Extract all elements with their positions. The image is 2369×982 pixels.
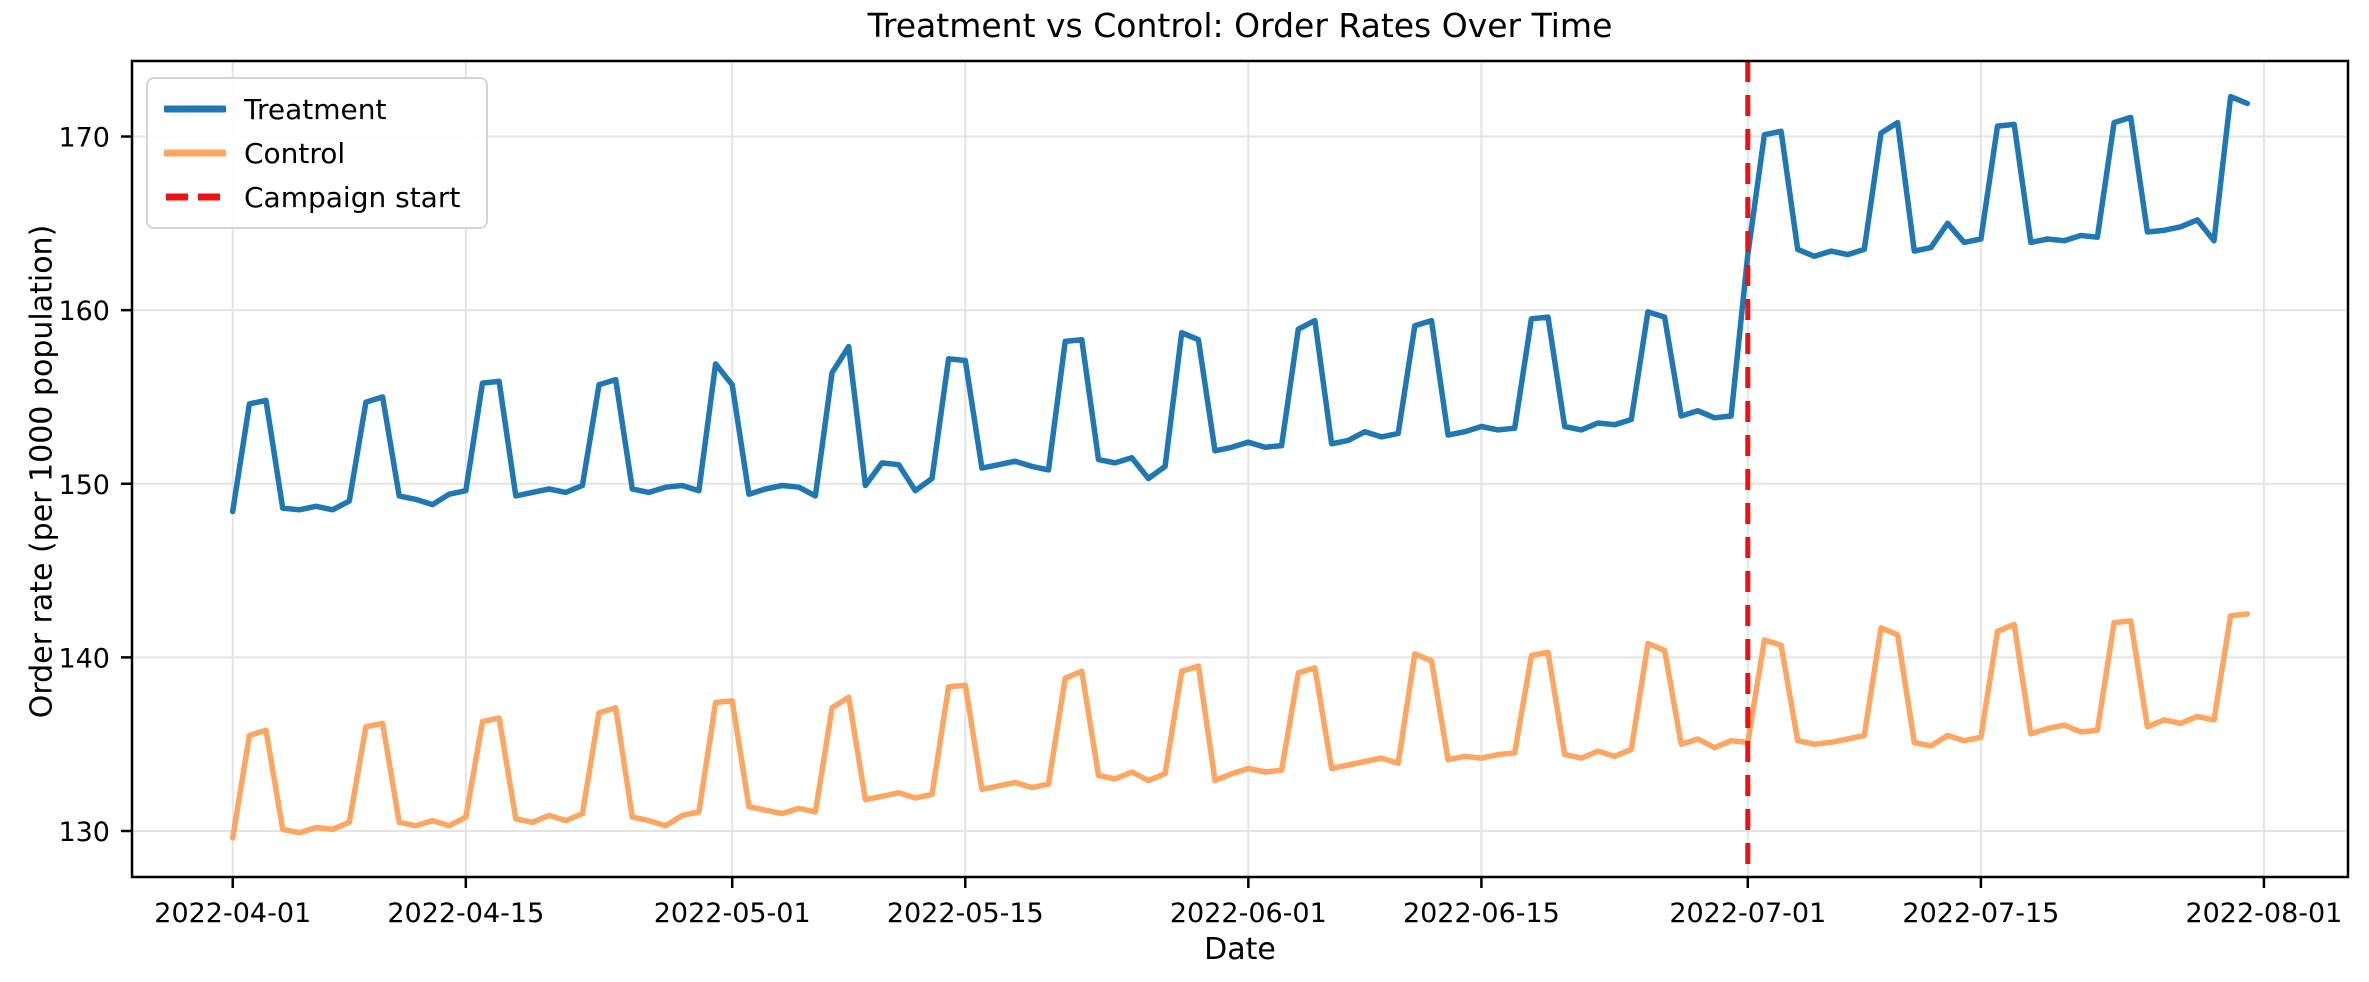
treatment-line <box>229 93 2251 515</box>
control-line <box>229 611 2251 841</box>
legend-item: Control <box>164 131 460 175</box>
y-tick-label: 160 <box>58 296 110 327</box>
legend-item: Treatment <box>164 87 460 131</box>
x-tick-label: 2022-07-15 <box>1902 898 2059 929</box>
y-tick-label: 170 <box>58 123 110 154</box>
x-tick-label: 2022-04-15 <box>387 898 544 929</box>
legend-label: Treatment <box>244 92 387 126</box>
legend-swatch-campaign-start <box>166 193 224 201</box>
legend-label: Campaign start <box>244 180 461 214</box>
plot-border <box>130 59 2350 879</box>
x-axis-label: Date <box>1204 932 1276 967</box>
x-tick-label: 2022-05-01 <box>654 898 811 929</box>
x-tick-label: 2022-07-01 <box>1669 898 1826 929</box>
legend: Treatment Control Campaign start <box>146 77 489 229</box>
y-tick-label: 150 <box>58 470 110 501</box>
x-tick-label: 2022-05-15 <box>887 898 1044 929</box>
x-tick-label: 2022-06-01 <box>1170 898 1327 929</box>
legend-item: Campaign start <box>164 175 460 219</box>
x-tick-label: 2022-08-01 <box>2185 898 2342 929</box>
legend-swatch-control <box>164 149 226 157</box>
x-tick-label: 2022-06-15 <box>1403 898 1560 929</box>
chart-title: Treatment vs Control: Order Rates Over T… <box>867 6 1613 45</box>
y-tick-label: 140 <box>58 643 110 674</box>
legend-label: Control <box>244 136 346 170</box>
legend-swatch-treatment <box>164 105 226 113</box>
y-tick-label: 130 <box>58 817 110 848</box>
x-tick-label: 2022-04-01 <box>154 898 311 929</box>
